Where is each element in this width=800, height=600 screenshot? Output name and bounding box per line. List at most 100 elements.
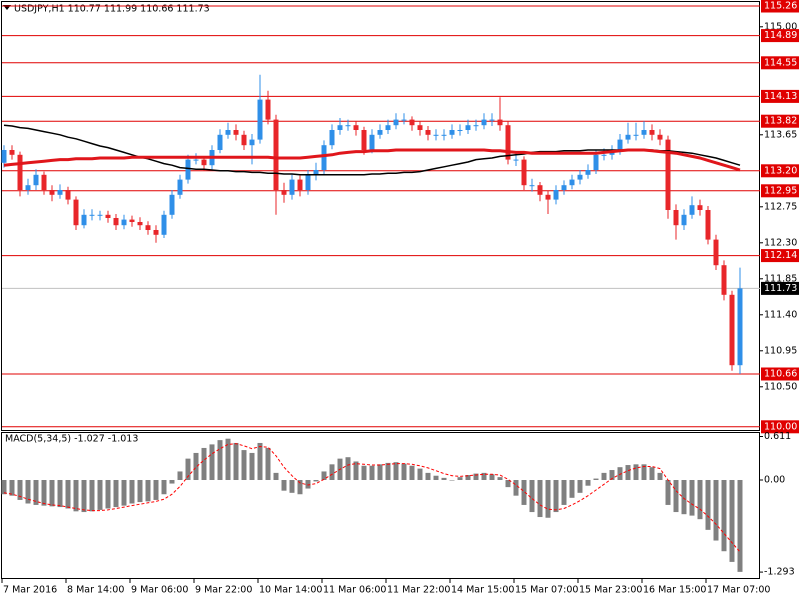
candle-body bbox=[633, 134, 639, 136]
candle-body bbox=[225, 130, 231, 135]
macd-bar bbox=[665, 480, 671, 505]
candle-body bbox=[81, 214, 87, 226]
macd-bar bbox=[361, 465, 367, 481]
candle-body bbox=[257, 99, 263, 140]
candle-body bbox=[217, 134, 223, 150]
macd-bar bbox=[537, 480, 543, 518]
candle-body bbox=[401, 119, 407, 121]
macd-bar bbox=[721, 480, 727, 552]
macd-bar bbox=[593, 478, 599, 481]
candle-body bbox=[721, 265, 727, 295]
level-box bbox=[761, 0, 799, 13]
candle-body bbox=[441, 134, 447, 136]
candle-body bbox=[145, 225, 151, 230]
macd-bar bbox=[529, 480, 535, 513]
y-tick-label: 111.85 bbox=[764, 273, 797, 284]
macd-bar bbox=[489, 474, 495, 481]
candle-body bbox=[241, 134, 247, 146]
macd-bar bbox=[281, 480, 287, 491]
candle-body bbox=[665, 139, 671, 210]
macd-bar bbox=[9, 480, 15, 496]
level-box bbox=[761, 29, 799, 43]
macd-bar bbox=[681, 480, 687, 515]
level-label: 113.82 bbox=[764, 116, 797, 127]
macd-bar bbox=[385, 462, 391, 481]
candle-body bbox=[345, 125, 351, 127]
level-label: 110.00 bbox=[764, 421, 797, 432]
macd-bar bbox=[201, 447, 207, 481]
candle-body bbox=[409, 119, 415, 126]
macd-bar bbox=[321, 471, 327, 481]
macd-bar bbox=[433, 475, 439, 481]
macd-bar bbox=[145, 480, 151, 502]
x-tick-label: 9 Mar 22:00 bbox=[195, 585, 252, 596]
macd-bar bbox=[185, 458, 191, 481]
macd-bar bbox=[233, 442, 239, 481]
candle-body bbox=[537, 185, 543, 195]
candle-body bbox=[569, 179, 575, 186]
macd-bar bbox=[57, 480, 63, 508]
candle-body bbox=[249, 139, 255, 146]
candle-body bbox=[593, 154, 599, 170]
macd-bar bbox=[217, 440, 223, 481]
level-box bbox=[761, 114, 799, 128]
macd-bar bbox=[705, 480, 711, 530]
candle-body bbox=[17, 154, 23, 190]
candle-body bbox=[465, 125, 471, 130]
level-box bbox=[761, 184, 799, 198]
candle-body bbox=[449, 130, 455, 135]
candle-body bbox=[113, 218, 119, 226]
macd-bar bbox=[569, 480, 575, 498]
candle-body bbox=[121, 219, 127, 226]
candle-body bbox=[329, 130, 335, 146]
level-label: 110.66 bbox=[764, 369, 797, 380]
macd-bar bbox=[265, 447, 271, 481]
macd-bar bbox=[353, 461, 359, 481]
candle-body bbox=[697, 205, 703, 210]
candle-body bbox=[97, 214, 103, 216]
candle-body bbox=[657, 134, 663, 140]
candle-body bbox=[529, 185, 535, 187]
candle-body bbox=[521, 159, 527, 186]
macd-bar bbox=[465, 475, 471, 481]
moving-average bbox=[3, 148, 741, 172]
candle-body bbox=[153, 230, 159, 235]
candle-body bbox=[9, 150, 15, 155]
macd-bar bbox=[329, 464, 335, 481]
candle-body bbox=[193, 159, 199, 161]
macd-bar bbox=[673, 480, 679, 513]
macd-bar bbox=[345, 457, 351, 481]
macd-bar bbox=[121, 480, 127, 506]
candle-body bbox=[433, 134, 439, 136]
macd-bar bbox=[137, 480, 143, 503]
macd-bar bbox=[401, 463, 407, 481]
macd-bar bbox=[161, 480, 167, 495]
macd-bar bbox=[441, 477, 447, 481]
last-price-box bbox=[761, 281, 799, 295]
macd-bar bbox=[697, 480, 703, 520]
macd-bar bbox=[33, 480, 39, 505]
candle-body bbox=[513, 159, 519, 161]
candle-body bbox=[737, 288, 743, 366]
macd-bar bbox=[545, 480, 551, 518]
candle-body bbox=[273, 119, 279, 190]
candle-body bbox=[49, 190, 55, 195]
candle-body bbox=[289, 179, 295, 195]
x-tick-label: 16 Mar 15:00 bbox=[643, 585, 706, 596]
macd-bar bbox=[393, 462, 399, 481]
y-tick-label: 112.30 bbox=[764, 237, 797, 248]
macd-bar bbox=[657, 472, 663, 481]
x-tick-label: 9 Mar 06:00 bbox=[131, 585, 188, 596]
candle-body bbox=[137, 222, 143, 226]
macd-bar bbox=[225, 438, 231, 481]
macd-bar bbox=[193, 452, 199, 481]
y-tick-label: 111.40 bbox=[764, 309, 797, 320]
macd-bar bbox=[521, 480, 527, 505]
price-title: USDJPY,H1 110.77 111.99 110.66 111.73 bbox=[14, 4, 210, 15]
macd-bar bbox=[617, 467, 623, 481]
candle-body bbox=[473, 125, 479, 127]
price-panel bbox=[1, 1, 760, 431]
